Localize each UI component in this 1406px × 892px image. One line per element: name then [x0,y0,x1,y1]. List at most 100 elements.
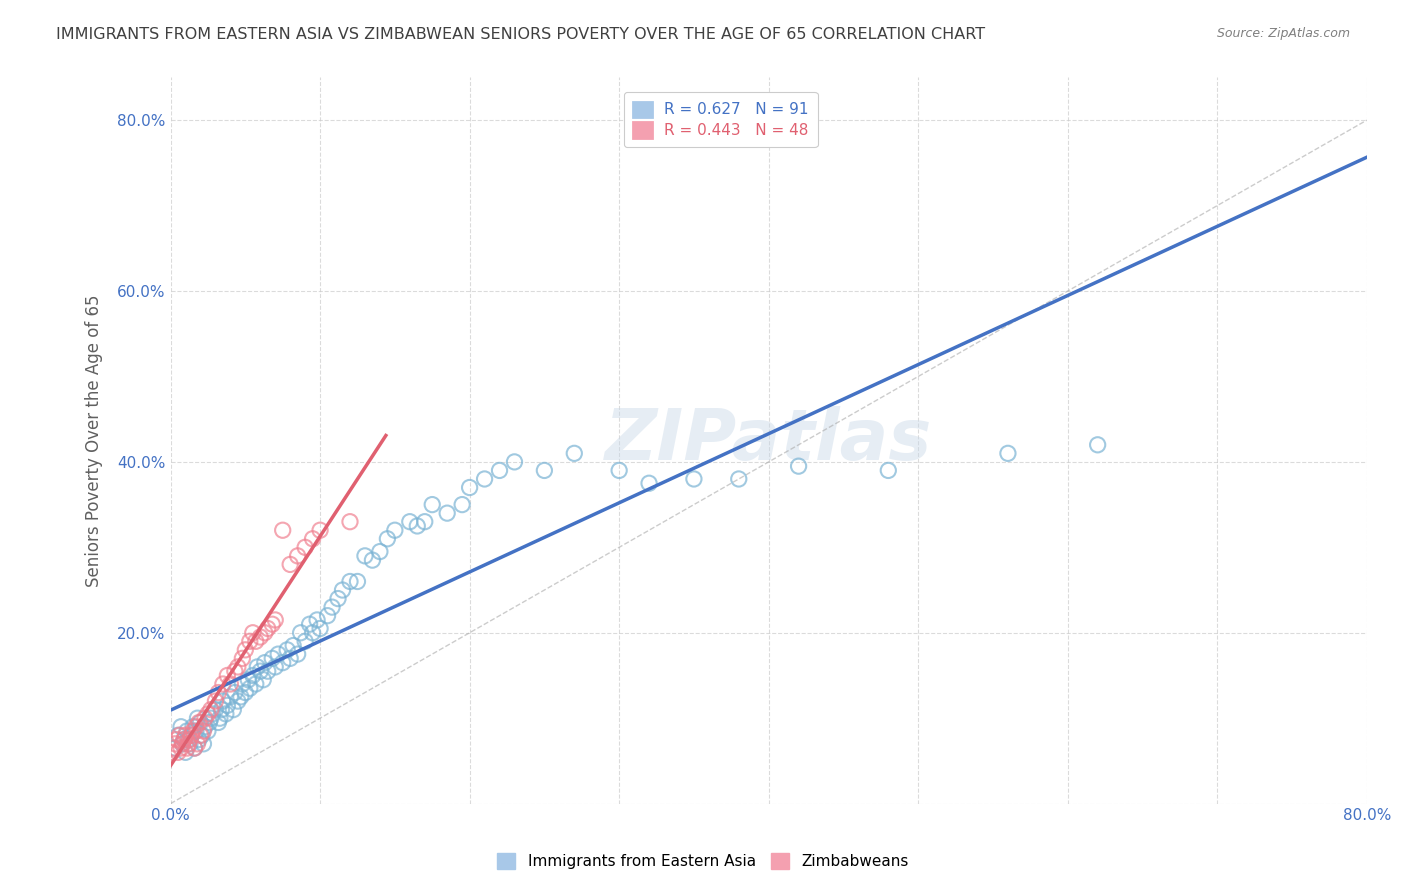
Point [290,625,312,640]
Point [249,664,271,678]
Point [219,690,242,704]
Point [787,459,810,474]
Point [204,694,226,708]
Point [179,737,201,751]
Point [420,498,443,512]
Point [877,463,900,477]
Point [316,608,339,623]
Point [287,549,309,563]
Point [253,656,276,670]
Point [194,711,217,725]
Point [242,668,264,682]
Point [245,634,267,648]
Point [262,651,284,665]
Point [183,741,205,756]
Point [262,617,284,632]
Point [193,724,215,739]
Point [226,660,249,674]
Point [239,634,262,648]
Point [377,532,399,546]
Point [384,523,406,537]
Point [193,737,215,751]
Point [176,741,198,756]
Point [163,741,186,756]
Point [186,737,208,751]
Point [309,523,332,537]
Point [301,625,323,640]
Point [173,732,195,747]
Point [339,515,361,529]
Point [361,553,384,567]
Legend: Immigrants from Eastern Asia, Zimbabweans: Immigrants from Eastern Asia, Zimbabwean… [491,847,915,875]
Point [188,715,211,730]
Point [160,745,183,759]
Point [169,728,191,742]
Point [166,732,188,747]
Point [190,715,212,730]
Point [607,463,630,477]
Point [174,728,197,742]
Point [226,694,249,708]
Y-axis label: Seniors Poverty Over the Age of 65: Seniors Poverty Over the Age of 65 [86,294,103,587]
Point [222,703,245,717]
Point [488,463,510,477]
Point [224,685,246,699]
Point [283,639,305,653]
Point [197,724,219,739]
Point [163,737,186,751]
Point [172,737,194,751]
Point [533,463,555,477]
Text: IMMIGRANTS FROM EASTERN ASIA VS ZIMBABWEAN SENIORS POVERTY OVER THE AGE OF 65 CO: IMMIGRANTS FROM EASTERN ASIA VS ZIMBABWE… [56,27,986,42]
Point [186,711,208,725]
Point [212,694,235,708]
Point [174,745,197,759]
Point [278,558,301,572]
Point [451,498,474,512]
Point [638,476,661,491]
Point [224,664,246,678]
Point [217,668,239,682]
Point [177,732,200,747]
Text: Source: ZipAtlas.com: Source: ZipAtlas.com [1216,27,1350,40]
Point [406,519,429,533]
Point [180,728,202,742]
Point [198,715,221,730]
Point [413,515,436,529]
Point [200,711,222,725]
Point [181,724,204,739]
Point [503,455,526,469]
Point [209,703,232,717]
Point [200,703,222,717]
Point [229,690,252,704]
Point [294,634,316,648]
Point [683,472,706,486]
Point [204,703,226,717]
Point [194,720,217,734]
Point [177,737,200,751]
Point [201,706,224,721]
Point [245,677,267,691]
Point [256,622,278,636]
Point [332,582,354,597]
Point [264,613,287,627]
Point [231,677,253,691]
Point [264,660,287,674]
Point [208,711,231,725]
Point [249,630,271,644]
Point [184,724,207,739]
Point [339,574,361,589]
Point [197,706,219,721]
Point [287,647,309,661]
Point [253,625,276,640]
Point [162,741,184,756]
Point [188,732,211,747]
Point [180,728,202,742]
Point [326,591,349,606]
Point [474,472,496,486]
Point [276,643,298,657]
Point [215,706,238,721]
Point [172,737,194,751]
Point [252,673,274,687]
Point [212,677,235,691]
Point [170,741,193,756]
